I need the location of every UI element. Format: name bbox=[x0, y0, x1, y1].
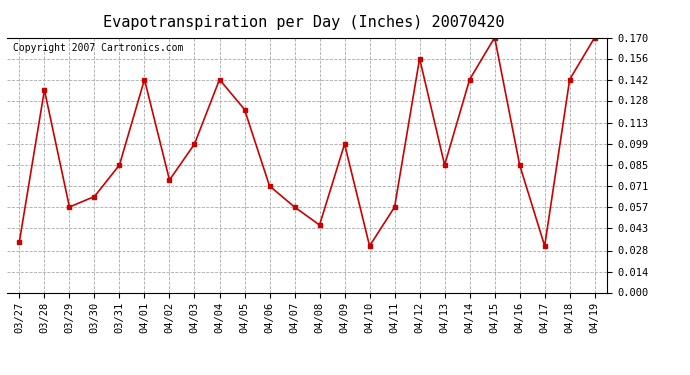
Text: Copyright 2007 Cartronics.com: Copyright 2007 Cartronics.com bbox=[13, 43, 184, 52]
Text: Evapotranspiration per Day (Inches) 20070420: Evapotranspiration per Day (Inches) 2007… bbox=[103, 15, 504, 30]
